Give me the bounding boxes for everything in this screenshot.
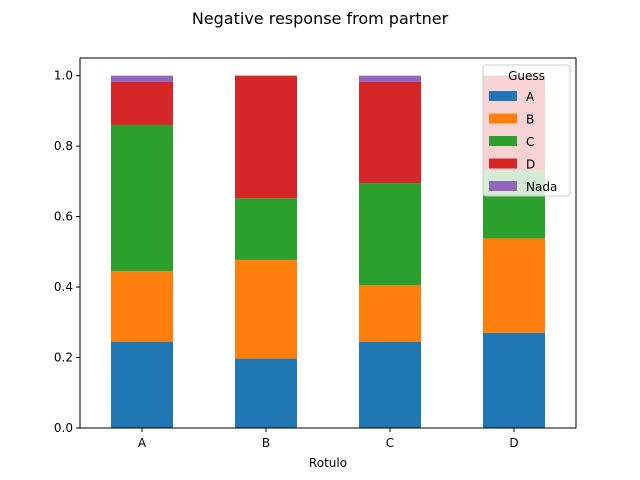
bar-segment-c-b <box>359 285 421 342</box>
bar-segment-a-c <box>111 124 173 272</box>
y-tick-label: 0.8 <box>54 139 73 153</box>
x-tick-label: B <box>262 436 270 450</box>
legend-box <box>482 64 571 197</box>
bar-segment-c-nada <box>359 75 421 82</box>
x-tick-label: D <box>509 436 518 450</box>
bar-segment-b-b <box>235 259 297 359</box>
legend-label-a: A <box>526 90 535 104</box>
x-tick-label: A <box>138 436 147 450</box>
x-axis-label: Rotulo <box>309 456 347 470</box>
legend-swatch-c <box>489 136 517 146</box>
bar-segment-a-d <box>111 81 173 125</box>
bar-segment-d-b <box>483 238 545 333</box>
y-tick-label: 0.6 <box>54 210 73 224</box>
bar-segment-a-nada <box>111 75 173 82</box>
legend-label-nada: Nada <box>526 180 557 194</box>
bar-segment-d-a <box>483 332 545 428</box>
plot-frame <box>79 57 577 429</box>
x-tick-label: C <box>386 436 394 450</box>
legend-swatch-a <box>489 91 517 101</box>
legend-label-b: B <box>526 113 534 127</box>
bar-segment-a-b <box>111 271 173 342</box>
bar-segment-c-c <box>359 183 421 286</box>
bar-segment-b-d <box>235 75 297 199</box>
y-tick-label: 1.0 <box>54 69 73 83</box>
x-axis: A B C D <box>138 428 519 450</box>
bar-segment-c-a <box>359 341 421 428</box>
chart-title: Negative response from partner <box>192 9 449 28</box>
bar-segment-b-a <box>235 358 297 428</box>
legend-label-d: D <box>526 158 535 172</box>
y-axis: 0.0 0.2 0.4 0.6 0.8 1.0 <box>54 69 80 435</box>
bar-segment-a-a <box>111 341 173 428</box>
y-tick-label: 0.2 <box>54 351 73 365</box>
legend-title: Guess <box>508 69 545 83</box>
legend-label-c: C <box>526 135 534 149</box>
bars-group <box>111 75 545 428</box>
bar-segment-c-d <box>359 81 421 184</box>
legend-swatch-d <box>489 158 517 169</box>
legend-swatch-b <box>489 113 517 124</box>
bar-segment-b-c <box>235 198 297 260</box>
y-tick-label: 0.4 <box>54 280 73 294</box>
y-tick-label: 0.0 <box>54 421 73 435</box>
legend-swatch-nada <box>489 181 517 191</box>
